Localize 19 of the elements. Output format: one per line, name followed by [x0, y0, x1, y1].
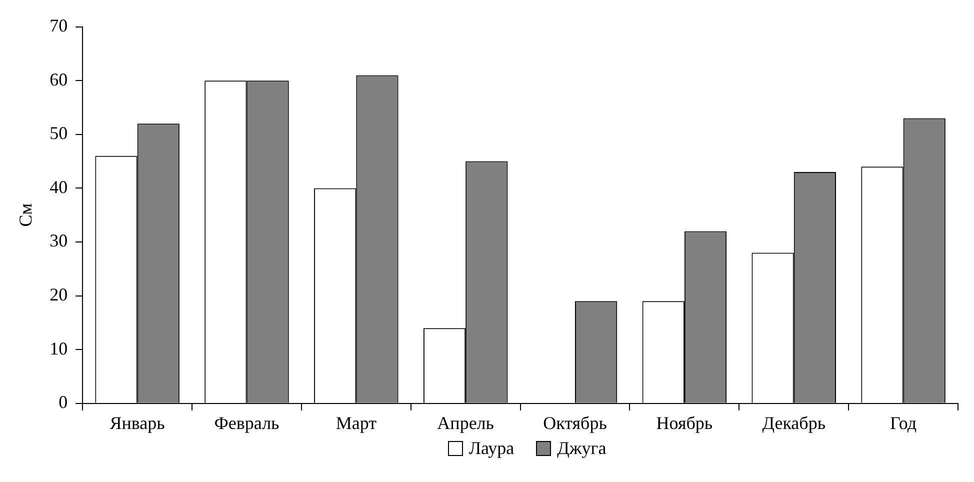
legend-label: Джуга: [557, 438, 606, 459]
series-label: Лаура: [468, 438, 514, 459]
y-tick-label: 50: [50, 123, 68, 144]
x-tick-label: Апрель: [437, 412, 494, 433]
x-tick-label: Год: [890, 412, 917, 433]
y-tick-label: 30: [50, 230, 68, 251]
y-tick-label: 40: [50, 176, 68, 197]
x-tick-label: Декабрь: [762, 412, 826, 433]
y-tick-label: 10: [50, 338, 68, 358]
y-tick-label: 70: [50, 16, 68, 36]
x-tick-label: Ноябрь: [656, 412, 713, 433]
x-tick-label: Март: [336, 412, 377, 433]
x-tick-label: Октябрь: [543, 412, 607, 433]
y-tick-label: 0: [58, 392, 68, 412]
y-tick-label: 60: [50, 69, 68, 90]
x-tick-label: Январь: [110, 412, 165, 433]
y-axis-title: См: [16, 203, 36, 227]
x-tick-label: Февраль: [214, 412, 280, 433]
y-tick-label: 20: [50, 284, 68, 305]
